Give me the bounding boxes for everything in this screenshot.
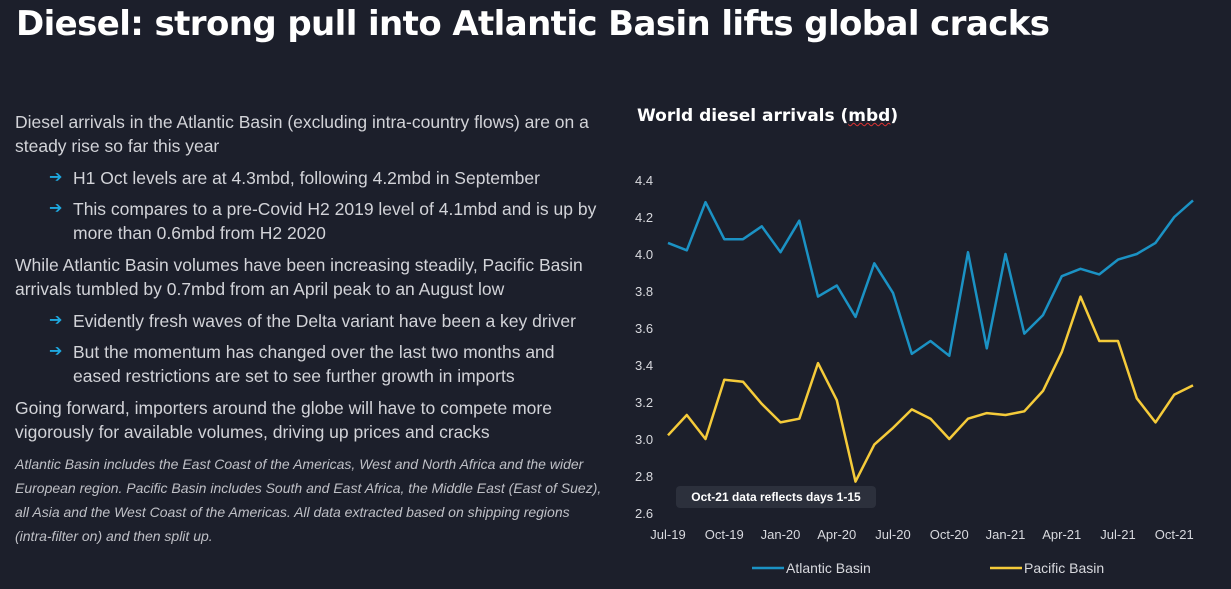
x-tick-label: Jul-20	[875, 527, 910, 542]
y-tick-label: 3.2	[635, 395, 653, 410]
arrow-icon: ➔	[49, 200, 63, 217]
footnote: Atlantic Basin includes the East Coast o…	[15, 456, 602, 544]
x-tick-label: Oct-21	[1155, 527, 1194, 542]
arrow-icon: ➔	[49, 312, 63, 329]
arrow-icon: ➔	[49, 169, 63, 186]
legend-label: Pacific Basin	[1024, 560, 1104, 576]
page-title: Diesel: strong pull into Atlantic Basin …	[16, 4, 1050, 44]
annotation-text: Oct-21 data reflects days 1-15	[691, 490, 861, 504]
x-tick-label: Jul-19	[650, 527, 685, 542]
bullet-item: ➔ This compares to a pre-Covid H2 2019 le…	[49, 199, 597, 243]
paragraph-3: Going forward, importers around the glob…	[15, 398, 552, 442]
arrow-icon: ➔	[49, 343, 63, 360]
paragraph-1: Diesel arrivals in the Atlantic Basin (e…	[15, 112, 589, 156]
y-tick-label: 2.8	[635, 469, 653, 484]
atlantic-basin-line	[667, 199, 1194, 358]
y-tick-label: 4.0	[635, 247, 653, 262]
text-panel: Diesel arrivals in the Atlantic Basin (e…	[15, 110, 605, 548]
x-tick-label: Jan-20	[761, 527, 801, 542]
x-tick-label: Oct-20	[930, 527, 969, 542]
y-tick-label: 3.4	[635, 358, 653, 373]
y-tick-label: 4.2	[635, 210, 653, 225]
x-tick-label: Jul-21	[1100, 527, 1135, 542]
legend-label: Atlantic Basin	[786, 560, 871, 576]
annotation-box	[676, 486, 876, 508]
y-tick-label: 2.6	[635, 506, 653, 521]
paragraph-2: While Atlantic Basin volumes have been i…	[15, 255, 583, 299]
bullet-item: ➔ H1 Oct levels are at 4.3mbd, following …	[49, 168, 540, 188]
bullet-list-1: ➔ H1 Oct levels are at 4.3mbd, following …	[15, 166, 605, 245]
x-tick-label: Apr-21	[1042, 527, 1081, 542]
x-tick-label: Oct-19	[705, 527, 744, 542]
y-tick-label: 3.8	[635, 284, 653, 299]
y-tick-label: 4.4	[635, 173, 653, 188]
chart-title: World diesel arrivals (mbd)	[637, 106, 899, 126]
bullet-item: ➔ But the momentum has changed over the l…	[49, 342, 555, 386]
x-tick-label: Jan-21	[986, 527, 1026, 542]
pacific-basin-line	[667, 295, 1194, 483]
bullet-item: ➔ Evidently fresh waves of the Delta vari…	[49, 311, 576, 331]
y-tick-label: 3.0	[635, 432, 653, 447]
y-tick-label: 3.6	[635, 321, 653, 336]
bullet-list-2: ➔ Evidently fresh waves of the Delta vari…	[15, 309, 605, 388]
x-tick-label: Apr-20	[817, 527, 856, 542]
